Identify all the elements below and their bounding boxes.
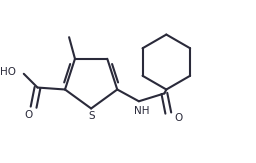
Text: NH: NH [134, 106, 150, 116]
Text: O: O [174, 113, 182, 123]
Text: S: S [89, 111, 95, 121]
Text: HO: HO [0, 67, 16, 77]
Text: O: O [25, 110, 33, 120]
